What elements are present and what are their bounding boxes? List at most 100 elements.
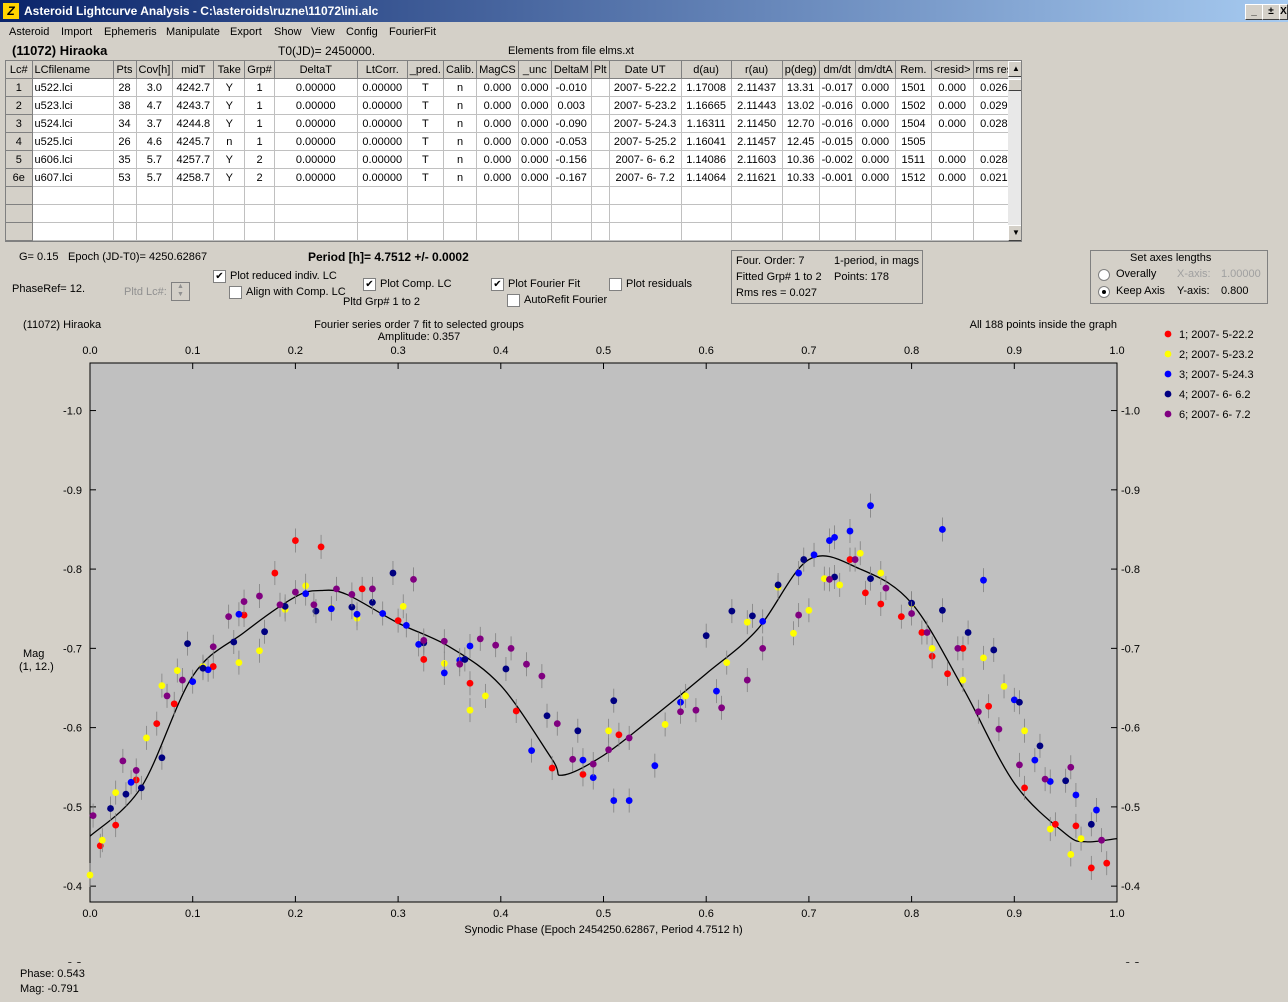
menu-config[interactable]: Config bbox=[346, 26, 378, 38]
menu-asteroid[interactable]: Asteroid bbox=[9, 26, 50, 38]
column-header[interactable]: Date UT bbox=[609, 61, 682, 79]
table-row-empty[interactable] bbox=[6, 186, 1016, 205]
column-header[interactable]: Take bbox=[213, 61, 246, 79]
table-cell bbox=[609, 186, 682, 205]
data-point bbox=[456, 660, 464, 668]
row-index[interactable]: 6e bbox=[6, 168, 33, 187]
close-button[interactable]: X bbox=[1279, 4, 1288, 20]
pltd-lc-spinner[interactable]: ▲ ▼ bbox=[171, 282, 190, 301]
column-header[interactable]: Calib. bbox=[443, 61, 478, 79]
align-comp-checkbox[interactable] bbox=[229, 286, 242, 299]
column-header[interactable]: Lc# bbox=[6, 61, 33, 79]
column-header[interactable]: Grp# bbox=[244, 61, 275, 79]
asteroid-name: (11072) Hiraoka bbox=[12, 43, 108, 58]
row-index[interactable]: 5 bbox=[6, 150, 33, 169]
table-cell: Y bbox=[213, 168, 246, 187]
table-cell: 1501 bbox=[895, 78, 932, 97]
column-header[interactable]: r(au) bbox=[731, 61, 783, 79]
column-header[interactable]: _unc bbox=[518, 61, 552, 79]
column-header[interactable]: rms res bbox=[973, 61, 1016, 79]
menu-show[interactable]: Show bbox=[274, 26, 302, 38]
table-cell bbox=[6, 186, 33, 205]
table-row-empty[interactable] bbox=[6, 204, 1016, 223]
column-header[interactable]: midT bbox=[172, 61, 215, 79]
menu-import[interactable]: Import bbox=[61, 26, 93, 38]
data-point bbox=[964, 629, 972, 636]
table-cell: T bbox=[407, 132, 444, 151]
column-header[interactable]: dm/dt bbox=[819, 61, 856, 79]
data-point bbox=[440, 669, 448, 677]
table-cell: 0.00000 bbox=[357, 150, 408, 169]
column-header[interactable]: dm/dtA bbox=[855, 61, 896, 79]
table-cell: -0.090 bbox=[551, 114, 592, 133]
table-scrollbar[interactable]: ▲ ▼ bbox=[1008, 61, 1021, 241]
x-tick-label-top: 0.0 bbox=[82, 345, 97, 357]
data-point bbox=[420, 656, 428, 663]
column-header[interactable]: DeltaT bbox=[274, 61, 358, 79]
column-header[interactable]: Rem. bbox=[895, 61, 932, 79]
scroll-thumb[interactable] bbox=[1008, 79, 1021, 91]
phaseref-value[interactable]: PhaseRef= 12. bbox=[12, 283, 86, 295]
table-cell bbox=[244, 204, 275, 223]
scroll-up-icon[interactable]: ▲ bbox=[1008, 61, 1021, 77]
row-index[interactable]: 4 bbox=[6, 132, 33, 151]
table-cell: 2007- 5-22.2 bbox=[609, 78, 682, 97]
minimize-button[interactable]: _ bbox=[1245, 4, 1263, 20]
y-axis-value[interactable]: 0.800 bbox=[1221, 285, 1249, 297]
column-header[interactable]: _pred. bbox=[407, 61, 444, 79]
app-icon[interactable]: Z bbox=[3, 3, 19, 19]
table-cell bbox=[172, 222, 215, 241]
table-cell: 2007- 5-23.2 bbox=[609, 96, 682, 115]
row-index[interactable]: 2 bbox=[6, 96, 33, 115]
x-axis-value[interactable]: 1.00000 bbox=[1221, 268, 1261, 280]
column-header[interactable]: LtCorr. bbox=[357, 61, 408, 79]
column-header[interactable]: <resid> bbox=[931, 61, 974, 79]
table-cell: 0.00000 bbox=[274, 150, 358, 169]
menu-ephemeris[interactable]: Ephemeris bbox=[104, 26, 157, 38]
table-cell: 0.000 bbox=[931, 150, 974, 169]
column-header[interactable]: LCfilename bbox=[32, 61, 114, 79]
y-tick-label-right: -0.4 bbox=[1121, 881, 1140, 893]
column-header[interactable]: Plt bbox=[591, 61, 610, 79]
column-header[interactable]: MagCS bbox=[476, 61, 519, 79]
plot-comp-checkbox[interactable]: ✔ bbox=[363, 278, 376, 291]
table-cell bbox=[244, 222, 275, 241]
data-point bbox=[389, 569, 397, 577]
plot-resid-checkbox[interactable] bbox=[609, 278, 622, 291]
table-row-empty[interactable] bbox=[6, 222, 1016, 241]
data-point bbox=[137, 784, 145, 792]
column-header[interactable]: p(deg) bbox=[782, 61, 820, 79]
table-cell bbox=[407, 222, 444, 241]
overally-radio[interactable] bbox=[1098, 269, 1110, 281]
row-index[interactable]: 3 bbox=[6, 114, 33, 133]
column-header[interactable]: Pts bbox=[113, 61, 137, 79]
menu-fourierfit[interactable]: FourierFit bbox=[389, 26, 437, 38]
data-point bbox=[1051, 820, 1059, 828]
restore-button[interactable]: ± bbox=[1262, 4, 1280, 20]
autorefit-checkbox[interactable] bbox=[507, 294, 520, 307]
column-header[interactable]: Cov[h] bbox=[136, 61, 174, 79]
column-header[interactable]: DeltaM bbox=[551, 61, 592, 79]
lightcurve-table[interactable]: Lc# LCfilename Pts Cov[h] midT Take Grp# DeltaT… bbox=[5, 60, 1022, 242]
table-cell: 2.11437 bbox=[731, 78, 783, 97]
table-cell: 28 bbox=[113, 78, 137, 97]
row-index[interactable]: 1 bbox=[6, 78, 33, 97]
table-cell bbox=[855, 186, 896, 205]
menu-manipulate[interactable]: Manipulate bbox=[166, 26, 220, 38]
lightcurve-chart[interactable]: 0.0 0.0 0.1 0.1 0.2 0.2 0.3 0.3 0.4 0.4 0.5 0.5 0.6 0… bbox=[19, 313, 1268, 972]
menu-view[interactable]: View bbox=[311, 26, 335, 38]
table-cell bbox=[819, 222, 856, 241]
scroll-down-icon[interactable]: ▼ bbox=[1008, 225, 1021, 241]
keep-axis-radio[interactable] bbox=[1098, 286, 1110, 298]
plot-fourier-checkbox[interactable]: ✔ bbox=[491, 278, 504, 291]
plot-reduced-checkbox[interactable]: ✔ bbox=[213, 270, 226, 283]
column-header[interactable]: d(au) bbox=[681, 61, 732, 79]
menu-export[interactable]: Export bbox=[230, 26, 262, 38]
data-point bbox=[1072, 791, 1080, 799]
